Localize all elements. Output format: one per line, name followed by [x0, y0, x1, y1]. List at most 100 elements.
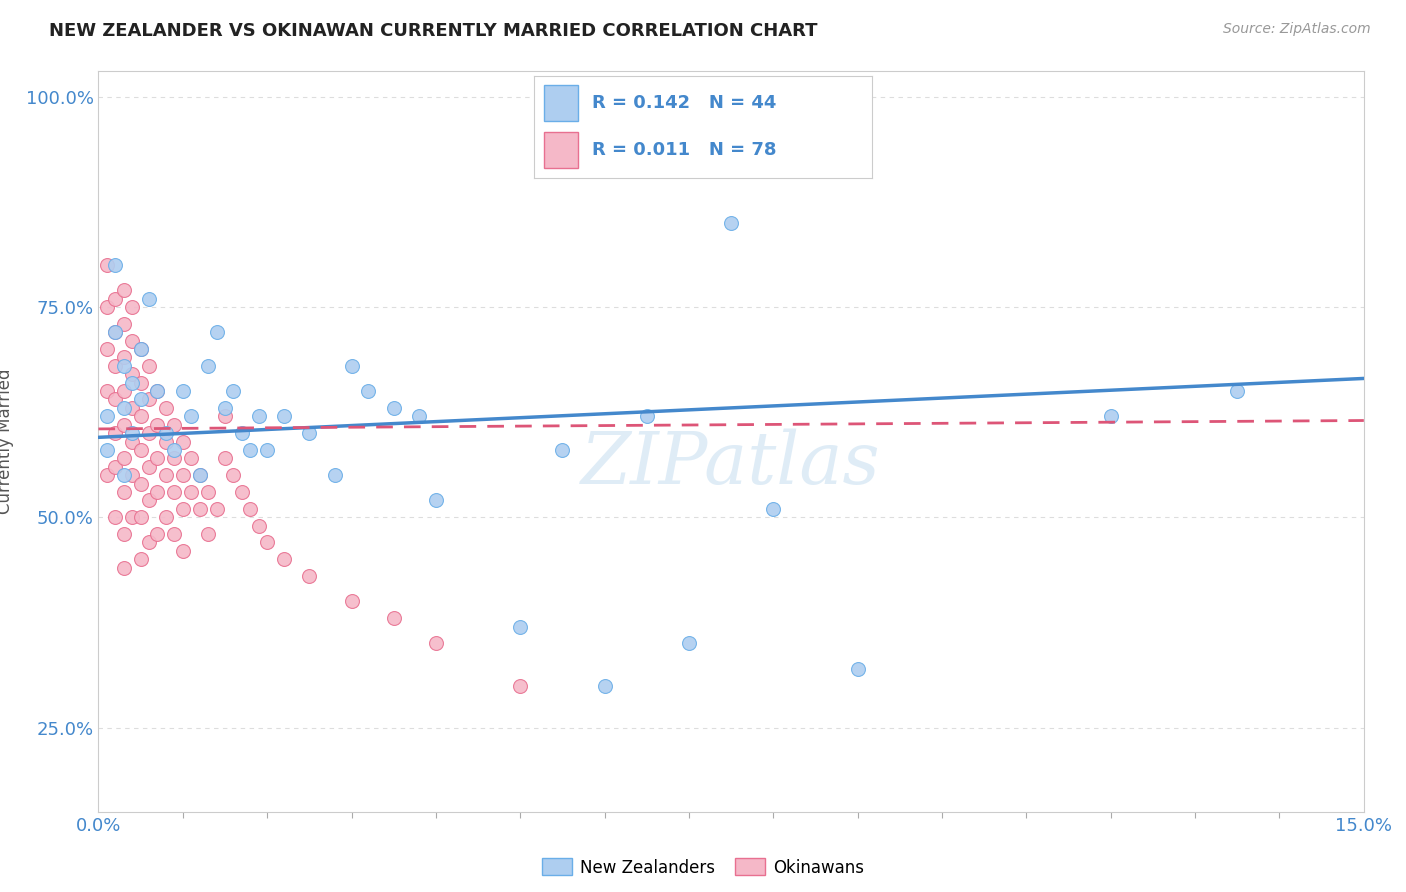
Point	[112, 485, 135, 500]
Point	[509, 679, 531, 693]
Point	[104, 510, 127, 524]
Text: Source: ZipAtlas.com: Source: ZipAtlas.com	[1223, 22, 1371, 37]
Point	[593, 679, 616, 693]
Point	[172, 468, 194, 483]
Point	[104, 426, 127, 441]
Point	[104, 392, 127, 407]
Point	[408, 409, 430, 424]
Point	[96, 300, 118, 314]
Point	[180, 485, 202, 500]
Point	[129, 376, 152, 390]
Point	[382, 401, 405, 415]
Point	[1226, 384, 1249, 398]
Point	[138, 459, 160, 474]
Point	[180, 451, 202, 466]
Point	[104, 292, 127, 306]
Text: R = 0.011   N = 78: R = 0.011 N = 78	[592, 141, 776, 159]
Point	[509, 619, 531, 633]
Point	[197, 527, 219, 541]
Point	[104, 325, 127, 339]
Point	[222, 468, 245, 483]
Point	[112, 283, 135, 297]
Point	[205, 325, 228, 339]
Point	[155, 426, 177, 441]
Point	[239, 442, 262, 457]
Point	[636, 409, 658, 424]
Point	[146, 527, 169, 541]
Point	[146, 384, 169, 398]
Point	[256, 535, 278, 549]
Text: R = 0.142   N = 44: R = 0.142 N = 44	[592, 94, 776, 112]
Point	[256, 442, 278, 457]
Point	[340, 594, 363, 608]
Point	[129, 342, 152, 356]
Legend: New Zealanders, Okinawans: New Zealanders, Okinawans	[536, 852, 870, 883]
Point	[112, 351, 135, 365]
Point	[146, 384, 169, 398]
Point	[146, 485, 169, 500]
Point	[188, 501, 211, 516]
Point	[273, 409, 295, 424]
Point	[425, 636, 447, 650]
Point	[155, 434, 177, 449]
Point	[172, 434, 194, 449]
Point	[214, 451, 236, 466]
Point	[720, 216, 742, 230]
Point	[172, 384, 194, 398]
Point	[163, 451, 186, 466]
Point	[112, 359, 135, 373]
Point	[172, 544, 194, 558]
Point	[205, 501, 228, 516]
Point	[104, 258, 127, 272]
Point	[163, 527, 186, 541]
Point	[121, 426, 143, 441]
Point	[273, 552, 295, 566]
Point	[138, 535, 160, 549]
Point	[239, 501, 262, 516]
Point	[112, 417, 135, 432]
Point	[112, 527, 135, 541]
Point	[357, 384, 380, 398]
Point	[172, 501, 194, 516]
Point	[163, 417, 186, 432]
Point	[197, 485, 219, 500]
Point	[155, 468, 177, 483]
Point	[121, 434, 143, 449]
Point	[129, 510, 152, 524]
Point	[129, 409, 152, 424]
Point	[121, 300, 143, 314]
Point	[121, 468, 143, 483]
Point	[96, 442, 118, 457]
Point	[112, 451, 135, 466]
Point	[425, 493, 447, 508]
Point	[231, 426, 253, 441]
Point	[146, 451, 169, 466]
Point	[138, 426, 160, 441]
Point	[340, 359, 363, 373]
Point	[247, 409, 270, 424]
Text: NEW ZEALANDER VS OKINAWAN CURRENTLY MARRIED CORRELATION CHART: NEW ZEALANDER VS OKINAWAN CURRENTLY MARR…	[49, 22, 818, 40]
Point	[121, 368, 143, 382]
Point	[762, 501, 785, 516]
Point	[163, 442, 186, 457]
Point	[138, 292, 160, 306]
Point	[163, 485, 186, 500]
Point	[678, 636, 700, 650]
Point	[382, 611, 405, 625]
Point	[121, 401, 143, 415]
Point	[129, 552, 152, 566]
Point	[104, 459, 127, 474]
Point	[214, 401, 236, 415]
Point	[129, 342, 152, 356]
FancyBboxPatch shape	[544, 85, 578, 121]
Point	[104, 325, 127, 339]
Point	[846, 662, 869, 676]
Point	[188, 468, 211, 483]
Point	[96, 468, 118, 483]
Point	[96, 384, 118, 398]
Point	[155, 510, 177, 524]
Point	[146, 417, 169, 432]
Point	[96, 258, 118, 272]
Point	[1099, 409, 1122, 424]
Point	[121, 376, 143, 390]
